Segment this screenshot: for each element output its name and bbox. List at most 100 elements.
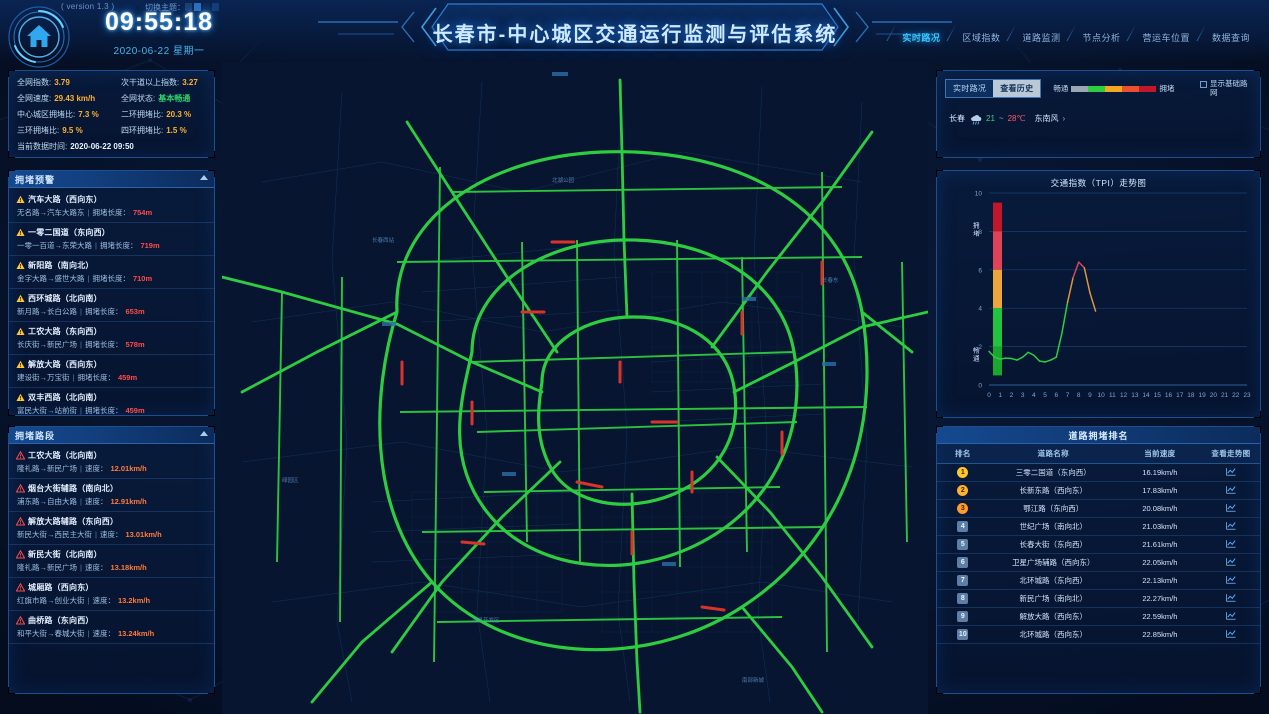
home-logo[interactable] — [6, 4, 72, 70]
nav-item-node-analysis[interactable]: 节点分析 — [1071, 28, 1131, 47]
list-item[interactable]: 汽车大路（西向东） 无名路→汽车大路东 | 拥堵长度： 754m — [9, 190, 214, 223]
trend-chart-icon[interactable] — [1225, 467, 1236, 476]
weather-widget[interactable]: 长春 21 ~ 28℃ 东南风 › — [937, 98, 1260, 125]
trend-chart-icon[interactable] — [1225, 593, 1236, 602]
tab-realtime-traffic[interactable]: 实时路况 — [946, 80, 994, 97]
table-row[interactable]: 9 解放大路（西向东） 22.59km/h — [937, 607, 1260, 626]
warning-triangle-icon — [16, 228, 25, 236]
list-item-detail: 长庆街→新民广场 | 拥堵长度： 578m — [17, 340, 145, 349]
list-item-detail: 和平大街→春城大街 | 速度： 13.24km/h — [17, 629, 155, 638]
congested-segments-panel: 拥堵路段 工农大路（北向南） 隆礼路→新民广场 | 速度： 12.01km/h 烟台大街辅… — [8, 426, 215, 694]
trend-chart-icon[interactable] — [1225, 629, 1236, 638]
weather-city: 长春 — [949, 114, 965, 123]
list-item[interactable]: 双丰西路（北向南） 富民大街→站前街 | 拥堵长度： 459m — [9, 388, 214, 415]
collapse-icon[interactable] — [200, 175, 208, 180]
metric-value: 13.2km/h — [117, 596, 151, 605]
trend-chart-icon[interactable] — [1225, 557, 1236, 566]
road-name: 新阳路（南向北） — [28, 261, 94, 270]
version-label: ( version 1.3 ) — [61, 2, 115, 11]
list-item[interactable]: 工农大路（东向西） 长庆街→新民广场 | 拥堵长度： 578m — [9, 322, 214, 355]
list-item-detail: 金字大路→盛世大路 | 拥堵长度： 710m — [17, 274, 153, 283]
segment-path: 隆礼路→新民广场 — [17, 563, 77, 572]
trend-chart-icon[interactable] — [1225, 503, 1236, 512]
svg-text:22: 22 — [1232, 392, 1240, 399]
congestion-legend: 畅通 拥堵 — [1053, 83, 1174, 94]
theme-swatches[interactable] — [185, 3, 219, 11]
stat-key: 全网状态: — [121, 94, 156, 103]
metric-label: 速度： — [92, 596, 115, 605]
table-row[interactable]: 8 新民广场（南向北） 22.27km/h — [937, 589, 1260, 608]
nav-item-data-query[interactable]: 数据查询 — [1201, 28, 1261, 47]
list-item[interactable]: 西环城路（北向南） 新月路→长白公路 | 拥堵长度： 653m — [9, 289, 214, 322]
warning-list[interactable]: 汽车大路（西向东） 无名路→汽车大路东 | 拥堵长度： 754m 一零二国道（东向西） 一零… — [9, 188, 214, 415]
trend-chart-icon[interactable] — [1225, 539, 1236, 548]
theme-swatch-2[interactable] — [194, 3, 201, 11]
collapse-icon[interactable] — [200, 431, 208, 436]
table-row[interactable]: 3 鄂江路（东向西） 20.08km/h — [937, 499, 1260, 518]
list-item[interactable]: 一零二国道（东向西） 一零一百道→东荣大路 | 拥堵长度： 719m — [9, 223, 214, 256]
cell-trend-link[interactable] — [1201, 463, 1260, 482]
list-item[interactable]: 工农大路（北向南） 隆礼路→新民广场 | 速度： 12.01km/h — [9, 446, 214, 479]
cell-rank: 1 — [937, 463, 989, 482]
trend-chart-icon[interactable] — [1225, 611, 1236, 620]
table-row[interactable]: 10 北环城路（西向东） 22.85km/h — [937, 625, 1260, 644]
table-row[interactable]: 5 长春大街（东向西） 21.61km/h — [937, 535, 1260, 554]
svg-text:9: 9 — [1088, 392, 1092, 399]
nav-item-realtime[interactable]: 实时路况 — [891, 28, 951, 47]
nav-item-road-monitor[interactable]: 道路监测 — [1011, 28, 1071, 47]
list-item[interactable]: 新民大街（北向南） 隆礼路→新民广场 | 速度： 13.18km/h — [9, 545, 214, 578]
list-item[interactable]: 解放大路辅路（东向西） 新民大街→西民主大街 | 速度： 13.01km/h — [9, 512, 214, 545]
cell-speed: 22.59km/h — [1117, 607, 1202, 626]
nav-item-area-index[interactable]: 区域指数 — [951, 28, 1011, 47]
show-base-network-checkbox[interactable]: 显示基础路网 — [1200, 79, 1252, 97]
main-nav[interactable]: 实时路况 区域指数 道路监测 节点分析 营运车位置 数据查询 — [891, 28, 1261, 47]
list-item[interactable]: 曲桥路（东向西） 和平大街→春城大街 | 速度： 13.24km/h — [9, 611, 214, 644]
cell-rank: 6 — [937, 553, 989, 572]
weather-more-arrow[interactable]: › — [1062, 114, 1066, 123]
legend-label-congested: 拥堵 — [1159, 84, 1175, 93]
segment-path: 隆礼路→新民广场 — [17, 464, 77, 473]
cell-trend-link[interactable] — [1201, 517, 1260, 536]
table-row[interactable]: 2 长新东路（西向东） 17.83km/h — [937, 481, 1260, 500]
app-header: ( version 1.3 ) 切换主题： 09:55:18 2020-06-2… — [0, 0, 1269, 68]
cell-trend-link[interactable] — [1201, 535, 1260, 554]
cell-trend-link[interactable] — [1201, 481, 1260, 500]
cell-trend-link[interactable] — [1201, 589, 1260, 608]
nav-item-fleet-position[interactable]: 营运车位置 — [1131, 28, 1201, 47]
list-item[interactable]: 新阳路（南向北） 金字大路→盛世大路 | 拥堵长度： 710m — [9, 256, 214, 289]
list-item[interactable]: 解放大路（西向东） 建设街→万宝街 | 拥堵长度： 459m — [9, 355, 214, 388]
cell-trend-link[interactable] — [1201, 571, 1260, 590]
trend-chart-icon[interactable] — [1225, 485, 1236, 494]
road-name: 烟台大街辅路（南向北） — [28, 484, 119, 493]
metric-value: 754m — [132, 208, 153, 217]
table-row[interactable]: 7 北环城路（东向西） 22.13km/h — [937, 571, 1260, 590]
warning-triangle-icon — [16, 294, 25, 302]
alert-triangle-red-icon — [16, 517, 25, 526]
cell-trend-link[interactable] — [1201, 553, 1260, 572]
cell-trend-link[interactable] — [1201, 625, 1260, 644]
road-name: 城厢路（西向东） — [28, 583, 94, 592]
checkbox-box[interactable] — [1200, 80, 1207, 88]
trend-chart-icon[interactable] — [1225, 575, 1236, 584]
traffic-map[interactable]: 长春西站 长春东 北湖公园 净月开发区 南部新城 绿园区 — [222, 62, 928, 714]
table-row[interactable]: 4 世纪广场（南向北） 21.03km/h — [937, 517, 1260, 536]
theme-swatch-3[interactable] — [203, 3, 210, 11]
tpi-trend-panel: 交通指数（TPI）走势图 0 2 4 6 8 10 0 1 2 3 4 5 6 7 8 9 10 11 12 13 14… — [936, 170, 1261, 418]
cell-road-name: 鄂江路（东向西） — [988, 499, 1118, 518]
theme-swatch-1[interactable] — [185, 3, 192, 11]
theme-swatch-4[interactable] — [212, 3, 219, 11]
svg-text:5: 5 — [1043, 392, 1047, 399]
list-item[interactable]: 城厢路（西向东） 红旗市路→创业大街 | 速度： 13.2km/h — [9, 578, 214, 611]
table-row[interactable]: 6 卫星广场辅路（西向东） 22.05km/h — [937, 553, 1260, 572]
congested-list[interactable]: 工农大路（北向南） 隆礼路→新民广场 | 速度： 12.01km/h 烟台大街辅路（南向北… — [9, 444, 214, 693]
trend-chart-icon[interactable] — [1225, 521, 1236, 530]
metric-value: 13.18km/h — [110, 563, 147, 572]
cell-trend-link[interactable] — [1201, 607, 1260, 626]
cell-road-name: 北环城路（西向东） — [988, 625, 1118, 644]
mode-toggle[interactable]: 实时路况 查看历史 — [945, 79, 1042, 98]
tab-view-history[interactable]: 查看历史 — [993, 80, 1041, 97]
list-item[interactable]: 烟台大街辅路（南向北） 浦东路→自由大路 | 速度： 12.91km/h — [9, 479, 214, 512]
cell-trend-link[interactable] — [1201, 499, 1260, 518]
table-row[interactable]: 1 三零二国道（东向西） 16.19km/h — [937, 463, 1260, 482]
